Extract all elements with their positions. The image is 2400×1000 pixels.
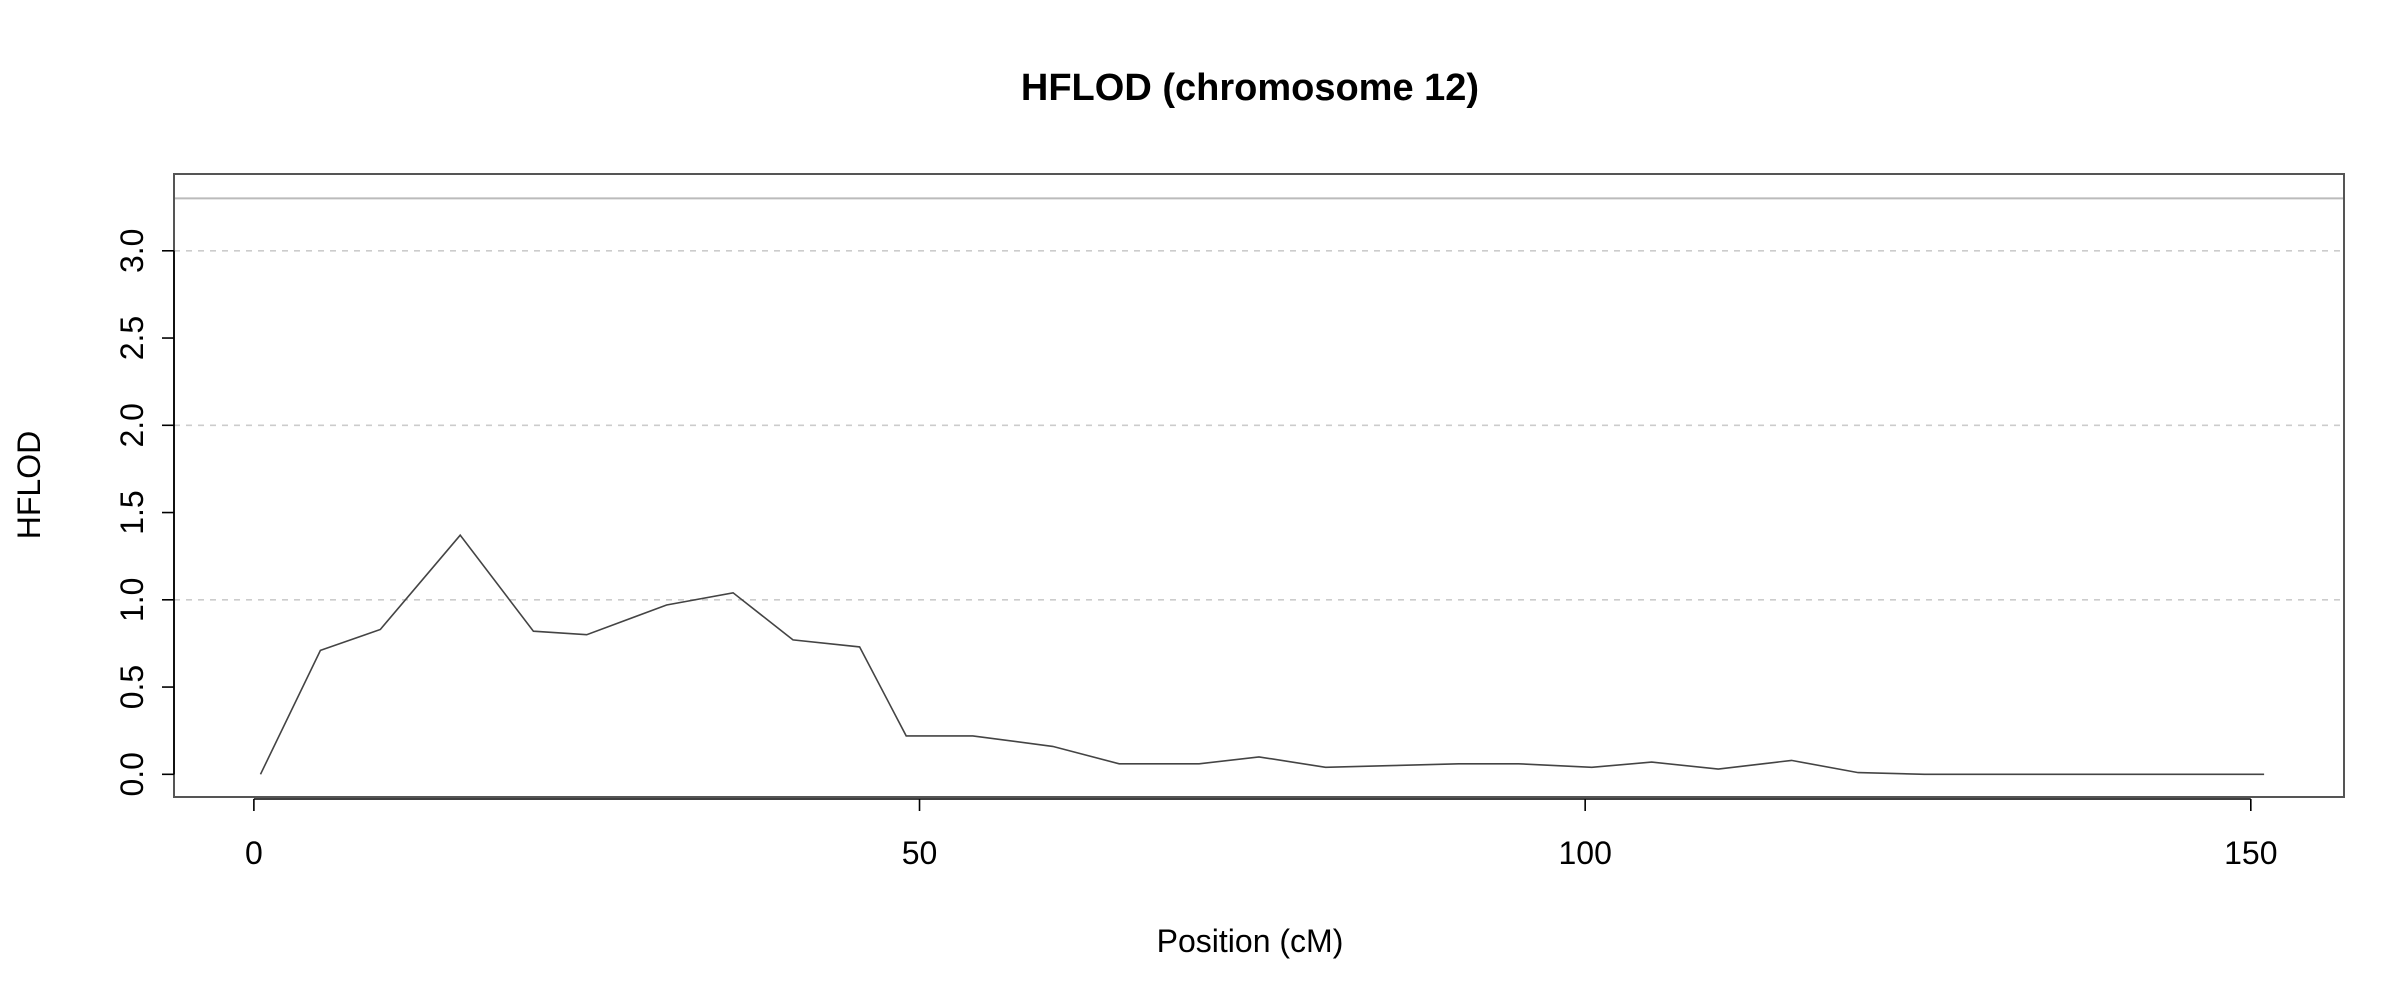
x-tick-label: 150: [2224, 835, 2277, 871]
y-tick-label: 3.0: [114, 229, 150, 273]
x-axis-label: Position (cM): [1157, 923, 1344, 959]
y-axis-label: HFLOD: [11, 431, 47, 539]
y-tick-label: 0.5: [114, 665, 150, 709]
y-tick-label: 1.0: [114, 578, 150, 622]
y-tick-label: 1.5: [114, 490, 150, 534]
x-tick-label: 0: [245, 835, 263, 871]
x-axis: 0 50 100 150: [245, 798, 2278, 871]
chart-title: HFLOD (chromosome 12): [1021, 67, 1479, 109]
x-tick-label: 50: [902, 835, 938, 871]
plot-frame: [173, 173, 2345, 798]
y-tick-label: 2.5: [114, 316, 150, 360]
y-tick-label: 0.0: [114, 752, 150, 796]
series-line: [259, 533, 2265, 776]
y-axis: 0.0 0.5 1.0 1.5 2.0 2.5 3.0: [114, 229, 175, 797]
x-tick-label: 100: [1558, 835, 1611, 871]
y-tick-label: 2.0: [114, 403, 150, 447]
grid-lines: [174, 249, 2344, 601]
